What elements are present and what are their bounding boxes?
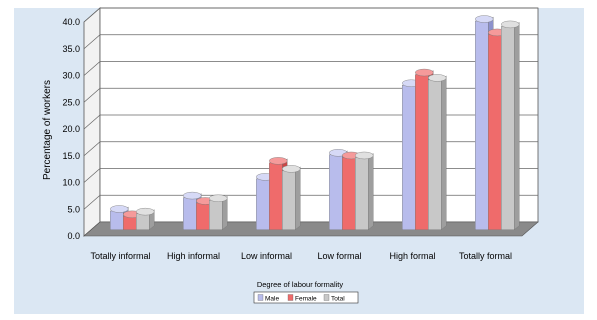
bar-front <box>123 216 137 230</box>
bar-front <box>355 157 369 230</box>
bar-front <box>256 178 270 230</box>
bar-front <box>488 34 502 230</box>
bar-top <box>209 194 228 202</box>
bar-total <box>209 194 228 231</box>
legend-swatch-total <box>323 294 330 301</box>
bar-total <box>136 207 155 231</box>
bar-front <box>110 210 124 230</box>
bars <box>110 15 520 231</box>
y-tick-label: 35.0 <box>62 44 80 54</box>
bar-top <box>269 157 288 165</box>
legend-label-female: Female <box>295 296 317 303</box>
bar-top <box>355 151 374 160</box>
plot-walls <box>83 7 539 237</box>
gridline-side <box>83 168 101 183</box>
bar-front <box>501 26 515 230</box>
x-tick-label: High informal <box>167 251 220 261</box>
bar-total <box>428 74 447 231</box>
legend-label-male: Male <box>265 296 279 303</box>
bar-total <box>282 165 301 231</box>
gridline-side <box>83 114 101 130</box>
gridline-side <box>83 34 101 50</box>
gridline-side <box>83 7 101 23</box>
bar-side <box>514 21 520 231</box>
y-tick-label: 20.0 <box>62 124 80 134</box>
bar-front <box>136 213 150 230</box>
y-tick-label: 0.0 <box>67 231 80 241</box>
bar-top <box>428 74 447 82</box>
bar-side <box>368 153 374 231</box>
legend: Male Female Total <box>253 291 359 304</box>
bar-top <box>415 68 434 77</box>
bar-front <box>196 202 210 230</box>
bar-top <box>110 205 129 213</box>
x-tick-label: Low formal <box>317 251 361 261</box>
bar-top <box>136 207 155 216</box>
bar-total <box>501 20 520 231</box>
bar-side <box>441 75 447 231</box>
bar-top <box>501 20 520 29</box>
legend-label-total: Total <box>331 296 345 303</box>
bar-top <box>183 191 202 200</box>
x-tick-labels: Totally informal High informal Low informa… <box>90 251 512 261</box>
x-axis-label: Degree of labour formality <box>257 280 344 289</box>
y-tick-label: 40.0 <box>62 17 80 27</box>
bar-front <box>209 200 223 230</box>
bar-top <box>282 165 301 173</box>
y-tick-label: 30.0 <box>62 71 80 81</box>
bar-front <box>329 154 343 230</box>
x-tick-label: Low informal <box>241 251 292 261</box>
gridline-side <box>83 87 101 103</box>
legend-box <box>253 291 359 304</box>
y-tick-label: 25.0 <box>62 97 80 107</box>
bar-front <box>342 157 356 230</box>
y-axis-label: Percentage of workers <box>42 80 53 180</box>
bar-front <box>402 85 416 230</box>
bar-total <box>355 151 374 231</box>
legend-swatch-female <box>287 294 294 301</box>
gridline-side <box>83 61 101 76</box>
bar-side <box>295 166 301 231</box>
x-tick-label: Totally informal <box>90 251 150 261</box>
y-tick-label: 10.0 <box>62 178 80 188</box>
bar-front <box>269 162 283 230</box>
y-tick-labels: 0.0 5.0 10.0 15.0 20.0 25.0 30.0 35.0 40.0 <box>62 17 80 241</box>
y-tick-label: 5.0 <box>67 204 80 214</box>
bar-top <box>475 15 494 23</box>
bar-front <box>475 20 489 230</box>
bar-front <box>415 74 429 230</box>
bar-front <box>183 197 197 230</box>
gridline-side <box>83 141 101 157</box>
legend-swatch-male <box>257 294 264 301</box>
x-tick-label: Totally formal <box>459 251 512 261</box>
y-tick-label: 15.0 <box>62 151 80 161</box>
x-tick-label: High formal <box>389 251 435 261</box>
gridline-side <box>83 194 101 210</box>
bar-front <box>428 79 442 230</box>
bar-front <box>282 170 296 230</box>
